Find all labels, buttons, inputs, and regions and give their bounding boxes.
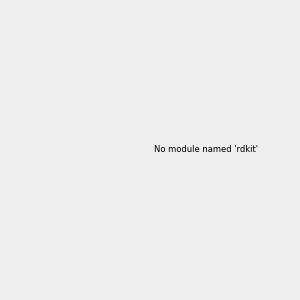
Text: No module named 'rdkit': No module named 'rdkit' xyxy=(154,145,258,154)
